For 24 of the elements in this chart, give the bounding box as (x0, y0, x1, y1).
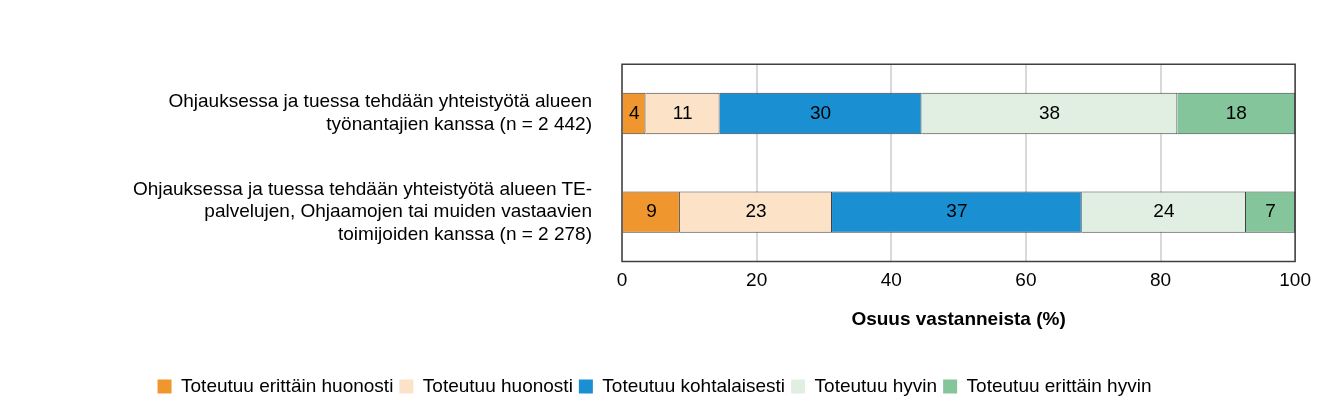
data-label: 9 (646, 200, 657, 222)
data-label: 30 (810, 101, 832, 123)
legend-label: Toteutuu kohtalaisesti (602, 374, 786, 396)
legend-label: Toteutuu erittäin hyvin (966, 374, 1152, 396)
x-tick-label: 40 (880, 269, 902, 291)
data-label: 37 (946, 200, 968, 222)
data-label: 7 (1265, 200, 1276, 222)
y-tick-label: Ohjauksessa ja tuessa tehdään yhteistyötä alueen TE-palvelujen, Ohjaamojen tai muiden vastaavien toimijoiden kanssa (n = 2 278) (132, 177, 592, 245)
x-axis-title: Osuus vastanneista (%) (851, 307, 1066, 329)
data-label: 4 (628, 101, 640, 123)
legend-label: Toteutuu erittäin huonosti (181, 374, 394, 396)
data-label: 18 (1225, 101, 1247, 123)
data-label: 38 (1038, 101, 1061, 123)
x-tick-label: 80 (1149, 269, 1172, 291)
legend-label: Toteutuu hyvin (814, 374, 938, 396)
data-label: 23 (745, 200, 767, 222)
data-label: 11 (672, 101, 693, 123)
y-tick-label: Ohjauksessa ja tuessa tehdään yhteistyötä alueen työnantajien kanssa (n = 2 442) (168, 90, 592, 135)
x-tick-label: 20 (746, 269, 768, 291)
x-tick-label: 0 (616, 269, 628, 291)
data-label: 24 (1153, 200, 1175, 222)
legend-label: Toteutuu huonosti (422, 374, 573, 396)
x-tick-label: 60 (1015, 269, 1037, 291)
x-tick-label: 100 (1279, 269, 1311, 291)
